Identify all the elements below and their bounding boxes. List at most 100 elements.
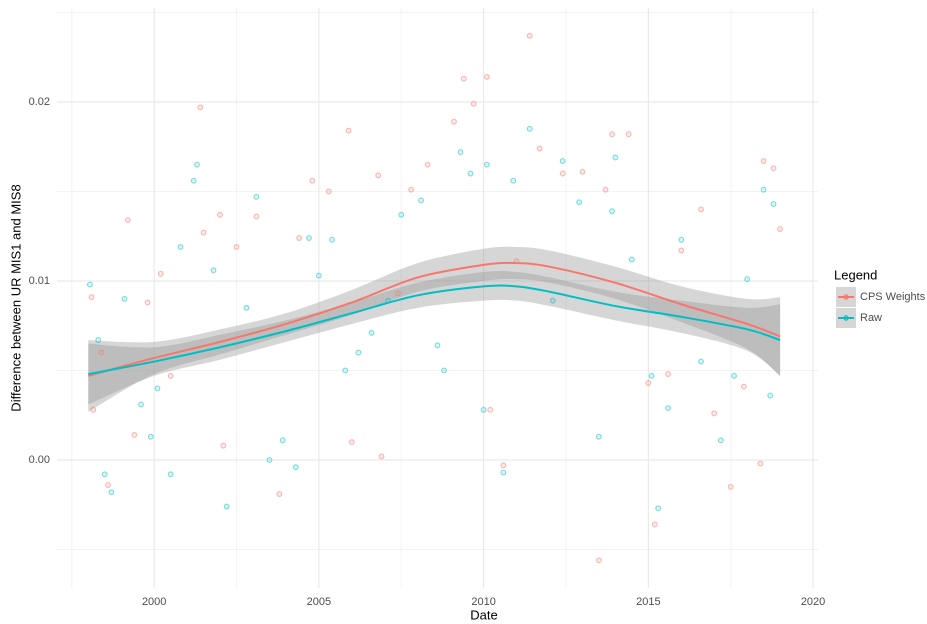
point xyxy=(441,367,447,374)
point xyxy=(596,557,602,564)
point xyxy=(526,32,533,39)
point xyxy=(279,437,286,444)
smooth-lines xyxy=(88,261,781,377)
point xyxy=(329,236,335,243)
point xyxy=(87,281,93,288)
point xyxy=(596,433,602,440)
point xyxy=(101,471,108,478)
x-tick-label: 2010 xyxy=(471,596,495,608)
point xyxy=(645,380,652,386)
point xyxy=(717,437,724,444)
point xyxy=(579,168,586,175)
point xyxy=(378,453,385,460)
x-tick-label: 2000 xyxy=(142,596,166,608)
point xyxy=(484,74,490,80)
point xyxy=(210,267,217,274)
point xyxy=(602,186,609,193)
point xyxy=(487,406,494,413)
point xyxy=(147,433,154,440)
point xyxy=(177,244,184,250)
point xyxy=(510,177,517,184)
point xyxy=(296,235,303,241)
legend-title: Legend xyxy=(834,267,877,282)
point xyxy=(770,201,777,207)
point xyxy=(576,199,583,206)
point xyxy=(355,349,362,356)
point xyxy=(325,188,332,195)
point xyxy=(345,127,352,134)
point xyxy=(368,330,375,336)
point xyxy=(777,226,784,232)
point xyxy=(167,372,174,379)
point xyxy=(348,439,355,446)
point xyxy=(678,236,685,243)
grid xyxy=(57,8,818,588)
point xyxy=(484,161,490,168)
smooth-line xyxy=(88,284,781,376)
point xyxy=(760,158,767,164)
point xyxy=(698,358,704,365)
point xyxy=(480,406,487,413)
point xyxy=(731,372,737,379)
point xyxy=(253,193,260,200)
point xyxy=(395,290,401,297)
x-tick-label: 2005 xyxy=(307,596,331,608)
point xyxy=(108,489,115,496)
point xyxy=(220,442,227,449)
point xyxy=(559,158,566,164)
point xyxy=(536,145,543,152)
point xyxy=(711,410,718,417)
point xyxy=(217,211,223,218)
point xyxy=(559,170,566,177)
point xyxy=(233,244,240,250)
point xyxy=(88,294,95,301)
point xyxy=(375,172,382,179)
point xyxy=(470,100,477,107)
legend-label: Raw xyxy=(860,312,882,324)
point xyxy=(124,217,131,224)
point xyxy=(665,405,672,411)
point xyxy=(398,211,405,218)
y-tick-label: 0.00 xyxy=(29,454,50,466)
point xyxy=(316,272,322,279)
point xyxy=(727,483,734,490)
point xyxy=(306,235,312,241)
point xyxy=(770,165,777,172)
point xyxy=(740,383,747,390)
x-tick-label: 2015 xyxy=(636,596,660,608)
point xyxy=(167,471,174,478)
axes: 2000 2005 2010 2015 2020 0.00 0.01 0.02 xyxy=(29,96,826,608)
x-axis-title: Date xyxy=(470,607,497,622)
point xyxy=(628,256,635,263)
point xyxy=(190,177,197,184)
point xyxy=(292,464,299,471)
point xyxy=(760,186,767,193)
legend-label: CPS Weights xyxy=(860,291,926,303)
point xyxy=(200,229,207,236)
smooth-line xyxy=(88,261,781,377)
point xyxy=(665,371,672,377)
point xyxy=(131,432,138,438)
point xyxy=(121,295,128,302)
point xyxy=(467,170,474,177)
legend: Legend CPS Weights Raw xyxy=(834,267,926,328)
point xyxy=(757,460,764,467)
point xyxy=(549,297,556,304)
point xyxy=(612,154,619,161)
point xyxy=(144,299,151,306)
point xyxy=(154,385,161,392)
point xyxy=(526,125,533,132)
point xyxy=(138,401,144,408)
confidence-band xyxy=(88,246,781,412)
point xyxy=(418,197,424,204)
point xyxy=(451,118,457,125)
point xyxy=(342,367,349,374)
point xyxy=(424,161,431,168)
y-axis-title: Difference between UR MIS1 and MIS8 xyxy=(8,184,23,411)
point xyxy=(500,469,507,476)
legend-point xyxy=(843,294,849,300)
point xyxy=(276,491,283,497)
point xyxy=(457,149,464,156)
point xyxy=(625,131,632,138)
